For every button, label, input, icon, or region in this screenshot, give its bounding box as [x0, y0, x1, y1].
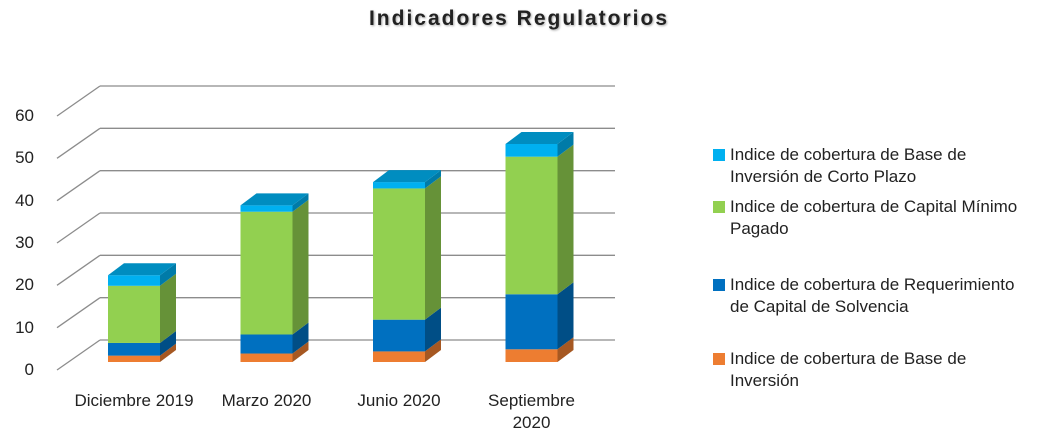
legend-swatch — [713, 201, 725, 213]
grid-line — [56, 212, 101, 244]
y-tick-label: 0 — [24, 360, 34, 379]
grid-line — [56, 170, 101, 202]
legend-swatch — [713, 149, 725, 161]
bar-side — [425, 176, 441, 320]
bar — [373, 188, 425, 320]
bar-side — [160, 273, 176, 343]
bar — [373, 182, 425, 189]
y-tick-label: 60 — [15, 106, 34, 125]
bar — [108, 342, 160, 356]
bar-side — [292, 341, 309, 362]
bar-top — [240, 193, 309, 206]
bar-side — [160, 343, 176, 362]
bar-side — [557, 131, 574, 157]
legend-label: Indice de cobertura de Base de Inversión… — [730, 145, 967, 186]
bar — [505, 349, 558, 362]
bar-side — [160, 263, 176, 286]
bar — [240, 211, 293, 335]
bar — [240, 353, 293, 362]
y-tick-label: 10 — [15, 317, 34, 337]
grid-line — [56, 297, 101, 329]
grid-line — [56, 85, 101, 117]
bar-side — [292, 193, 309, 212]
bar-side — [425, 339, 441, 362]
bar-side — [557, 144, 574, 295]
legend-swatch — [713, 279, 725, 291]
bar-side — [557, 282, 574, 350]
bar — [505, 294, 558, 350]
bar-top — [373, 170, 441, 183]
chart-title: Indicadores Regulatorios — [368, 7, 670, 30]
bar-side — [292, 322, 309, 354]
grid-line — [56, 339, 101, 371]
x-tick-label: Septiembre 2020 — [488, 391, 575, 432]
bar — [108, 355, 160, 362]
bar — [240, 334, 293, 354]
y-tick-label: 40 — [15, 190, 34, 210]
grid-line — [56, 127, 101, 159]
bar-side — [425, 307, 441, 352]
bar-top — [108, 263, 176, 276]
bar — [373, 319, 425, 352]
bar-side — [292, 199, 309, 335]
bar — [373, 351, 425, 362]
bar-side — [425, 170, 441, 189]
x-tick-label: Diciembre 2019 — [74, 391, 194, 410]
y-tick-label: 50 — [15, 148, 34, 168]
bar — [240, 205, 293, 212]
x-tick-label: Marzo 2020 — [221, 391, 312, 410]
bar — [505, 156, 558, 295]
legend-label: Indice de cobertura de Base de Inversión — [730, 349, 967, 390]
grid-line — [56, 254, 101, 286]
bar — [108, 285, 160, 343]
bar — [505, 143, 558, 157]
x-tick-label: Junio 2020 — [357, 391, 441, 410]
legend-swatch — [713, 353, 725, 365]
bar-side — [160, 330, 176, 356]
y-tick-label: 30 — [15, 233, 34, 252]
legend-label: Indice de cobertura de Requerimiento de … — [730, 275, 1015, 316]
bar-top — [505, 131, 574, 144]
legend-label: Indice de cobertura de Capital Mínimo Pa… — [730, 197, 1018, 238]
bar-side — [557, 337, 574, 362]
bar — [108, 275, 160, 286]
y-tick-label: 20 — [15, 275, 34, 295]
